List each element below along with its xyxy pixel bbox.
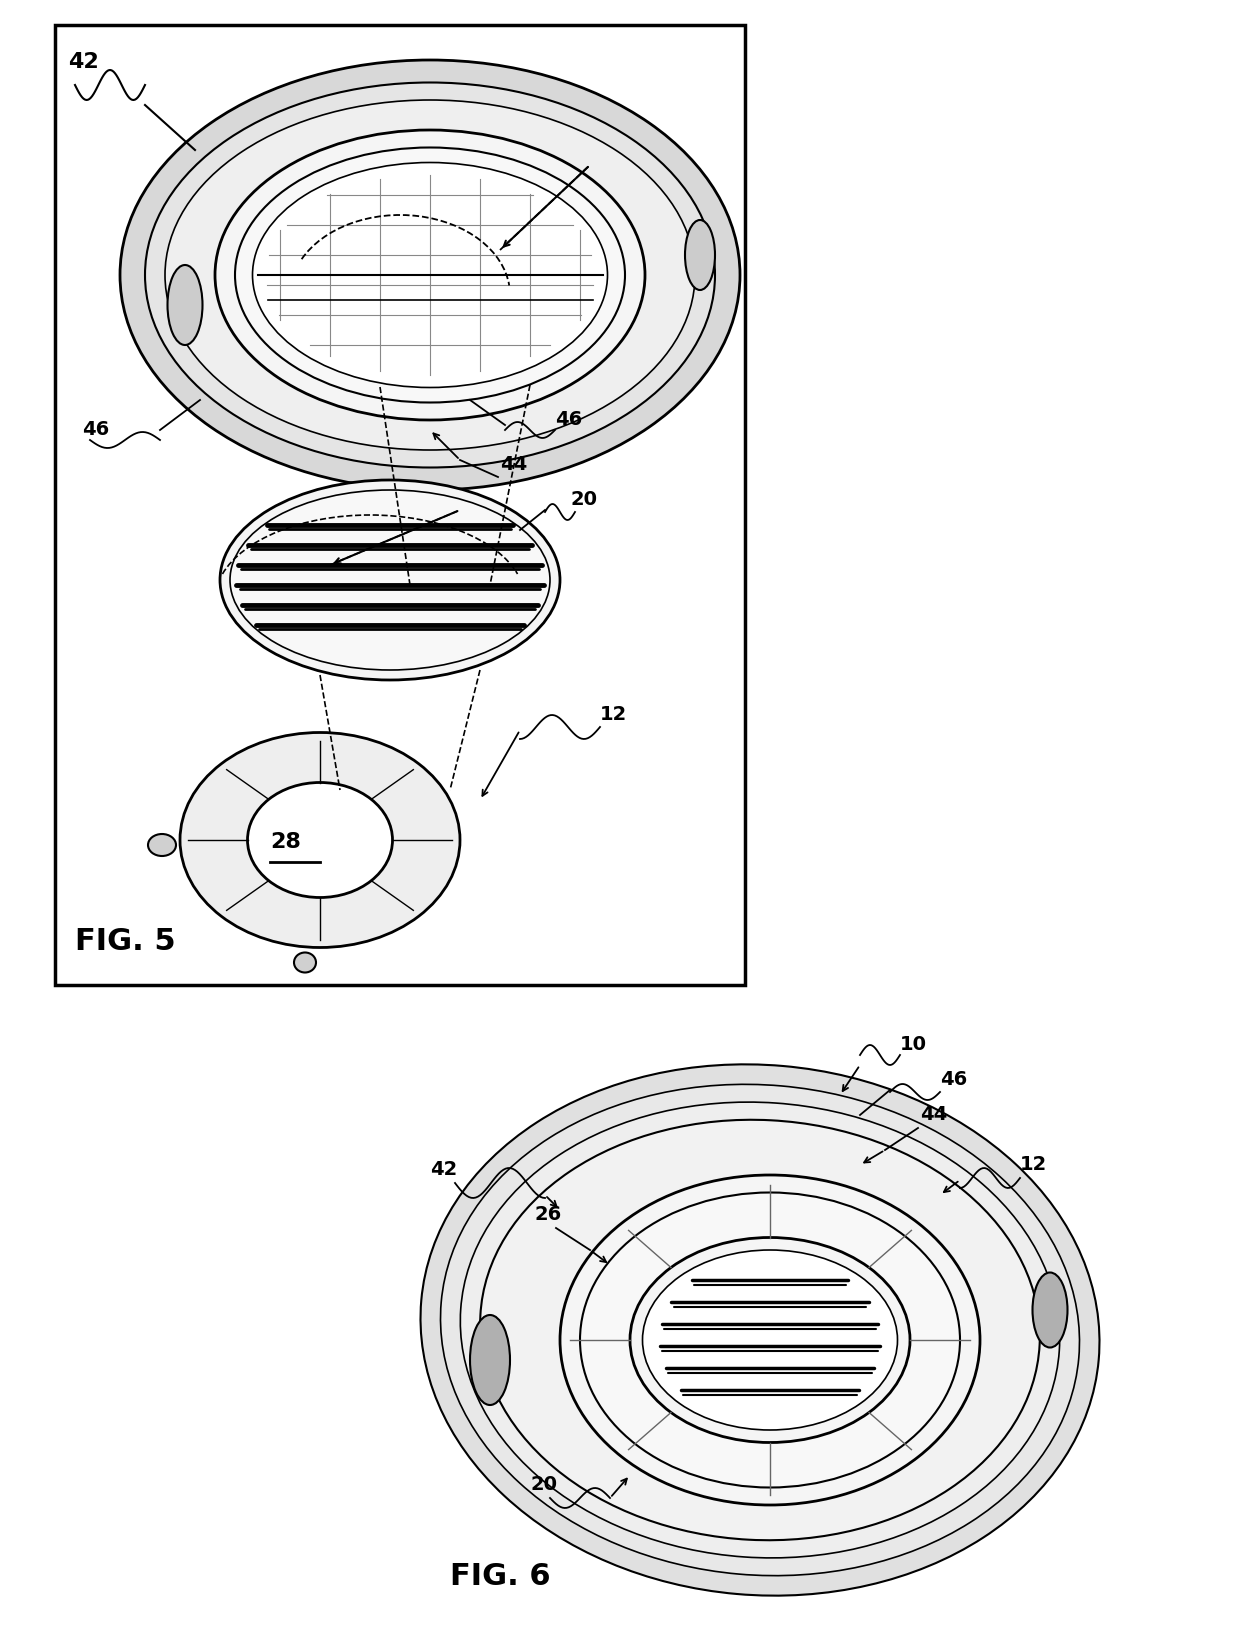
Text: 46: 46 [556, 411, 583, 429]
Ellipse shape [253, 163, 608, 388]
Text: 20: 20 [529, 1475, 557, 1495]
Ellipse shape [294, 952, 316, 973]
Text: 10: 10 [900, 1035, 928, 1055]
Ellipse shape [642, 1250, 898, 1430]
Text: 12: 12 [1021, 1156, 1048, 1174]
Ellipse shape [219, 479, 560, 680]
Text: 28: 28 [270, 831, 301, 852]
Text: 42: 42 [430, 1161, 458, 1178]
Ellipse shape [684, 220, 715, 290]
Ellipse shape [1033, 1273, 1068, 1348]
Ellipse shape [145, 83, 715, 468]
Text: 46: 46 [82, 421, 109, 438]
Ellipse shape [460, 1102, 1060, 1558]
Text: 26: 26 [534, 1205, 562, 1224]
Ellipse shape [440, 1084, 1080, 1576]
Ellipse shape [248, 782, 393, 898]
Text: 44: 44 [500, 455, 527, 474]
Text: 12: 12 [600, 706, 627, 724]
Ellipse shape [148, 835, 176, 856]
Ellipse shape [229, 491, 551, 670]
Text: 44: 44 [920, 1105, 947, 1125]
Ellipse shape [236, 147, 625, 403]
Ellipse shape [120, 60, 740, 491]
Text: FIG. 6: FIG. 6 [450, 1562, 551, 1591]
Text: FIG. 5: FIG. 5 [74, 927, 176, 957]
Ellipse shape [470, 1315, 510, 1405]
Ellipse shape [560, 1175, 980, 1504]
Ellipse shape [215, 130, 645, 421]
Ellipse shape [165, 99, 694, 450]
Ellipse shape [480, 1120, 1040, 1540]
Text: 20: 20 [570, 491, 596, 509]
Ellipse shape [167, 266, 202, 346]
Bar [55, 24, 745, 985]
Ellipse shape [180, 732, 460, 947]
Text: 46: 46 [940, 1069, 967, 1089]
Ellipse shape [630, 1237, 910, 1443]
Ellipse shape [420, 1064, 1100, 1596]
Text: 42: 42 [68, 52, 99, 72]
Ellipse shape [580, 1193, 960, 1488]
